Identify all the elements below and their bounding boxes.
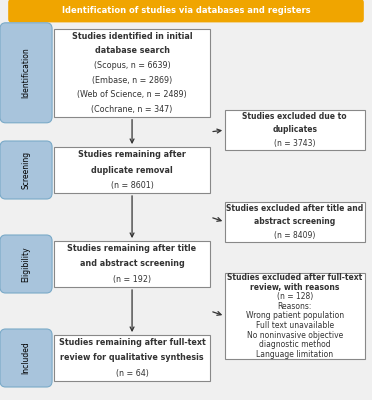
Text: abstract screening: abstract screening <box>254 218 336 226</box>
FancyBboxPatch shape <box>54 147 210 193</box>
Text: Screening: Screening <box>22 151 31 189</box>
Text: Studies excluded after title and: Studies excluded after title and <box>226 204 363 213</box>
FancyBboxPatch shape <box>0 141 52 199</box>
Text: Studies remaining after full-text: Studies remaining after full-text <box>59 338 205 347</box>
Text: Language limitation: Language limitation <box>256 350 333 359</box>
FancyBboxPatch shape <box>225 202 365 242</box>
Text: Studies remaining after: Studies remaining after <box>78 150 186 159</box>
Text: Identification of studies via databases and registers: Identification of studies via databases … <box>62 6 310 15</box>
FancyBboxPatch shape <box>0 329 52 387</box>
Text: Included: Included <box>22 342 31 374</box>
Text: No noninvasive objective: No noninvasive objective <box>247 331 343 340</box>
Text: review for qualitative synthesis: review for qualitative synthesis <box>60 354 204 362</box>
FancyBboxPatch shape <box>225 273 365 359</box>
Text: Studies remaining after title: Studies remaining after title <box>67 244 197 253</box>
Text: (Scopus, n = 6639): (Scopus, n = 6639) <box>94 61 170 70</box>
Text: Reasons:: Reasons: <box>278 302 312 311</box>
Text: Studies identified in initial: Studies identified in initial <box>72 32 192 41</box>
Text: duplicates: duplicates <box>272 126 317 134</box>
Text: (Cochrane, n = 347): (Cochrane, n = 347) <box>92 105 173 114</box>
FancyBboxPatch shape <box>54 241 210 287</box>
Text: (n = 128): (n = 128) <box>277 292 313 301</box>
Text: (n = 3743): (n = 3743) <box>274 139 315 148</box>
FancyBboxPatch shape <box>54 29 210 117</box>
FancyBboxPatch shape <box>225 110 365 150</box>
FancyBboxPatch shape <box>8 0 364 22</box>
Text: Identification: Identification <box>22 48 31 98</box>
Text: database search: database search <box>94 46 170 55</box>
FancyBboxPatch shape <box>54 335 210 381</box>
Text: (Web of Science, n = 2489): (Web of Science, n = 2489) <box>77 90 187 99</box>
Text: Wrong patient population: Wrong patient population <box>246 312 344 320</box>
Text: Studies excluded after full-text: Studies excluded after full-text <box>227 273 362 282</box>
Text: review, with reasons: review, with reasons <box>250 283 340 292</box>
Text: (Embase, n = 2869): (Embase, n = 2869) <box>92 76 172 85</box>
Text: Studies excluded due to: Studies excluded due to <box>243 112 347 121</box>
Text: (n = 8601): (n = 8601) <box>110 181 154 190</box>
Text: Full text unavailable: Full text unavailable <box>256 321 334 330</box>
Text: Eligibility: Eligibility <box>22 246 31 282</box>
FancyBboxPatch shape <box>0 23 52 123</box>
Text: duplicate removal: duplicate removal <box>91 166 173 174</box>
Text: (n = 192): (n = 192) <box>113 275 151 284</box>
Text: diagnostic method: diagnostic method <box>259 340 331 349</box>
FancyBboxPatch shape <box>0 235 52 293</box>
Text: and abstract screening: and abstract screening <box>80 260 185 268</box>
Text: (n = 64): (n = 64) <box>116 369 148 378</box>
Text: (n = 8409): (n = 8409) <box>274 231 315 240</box>
